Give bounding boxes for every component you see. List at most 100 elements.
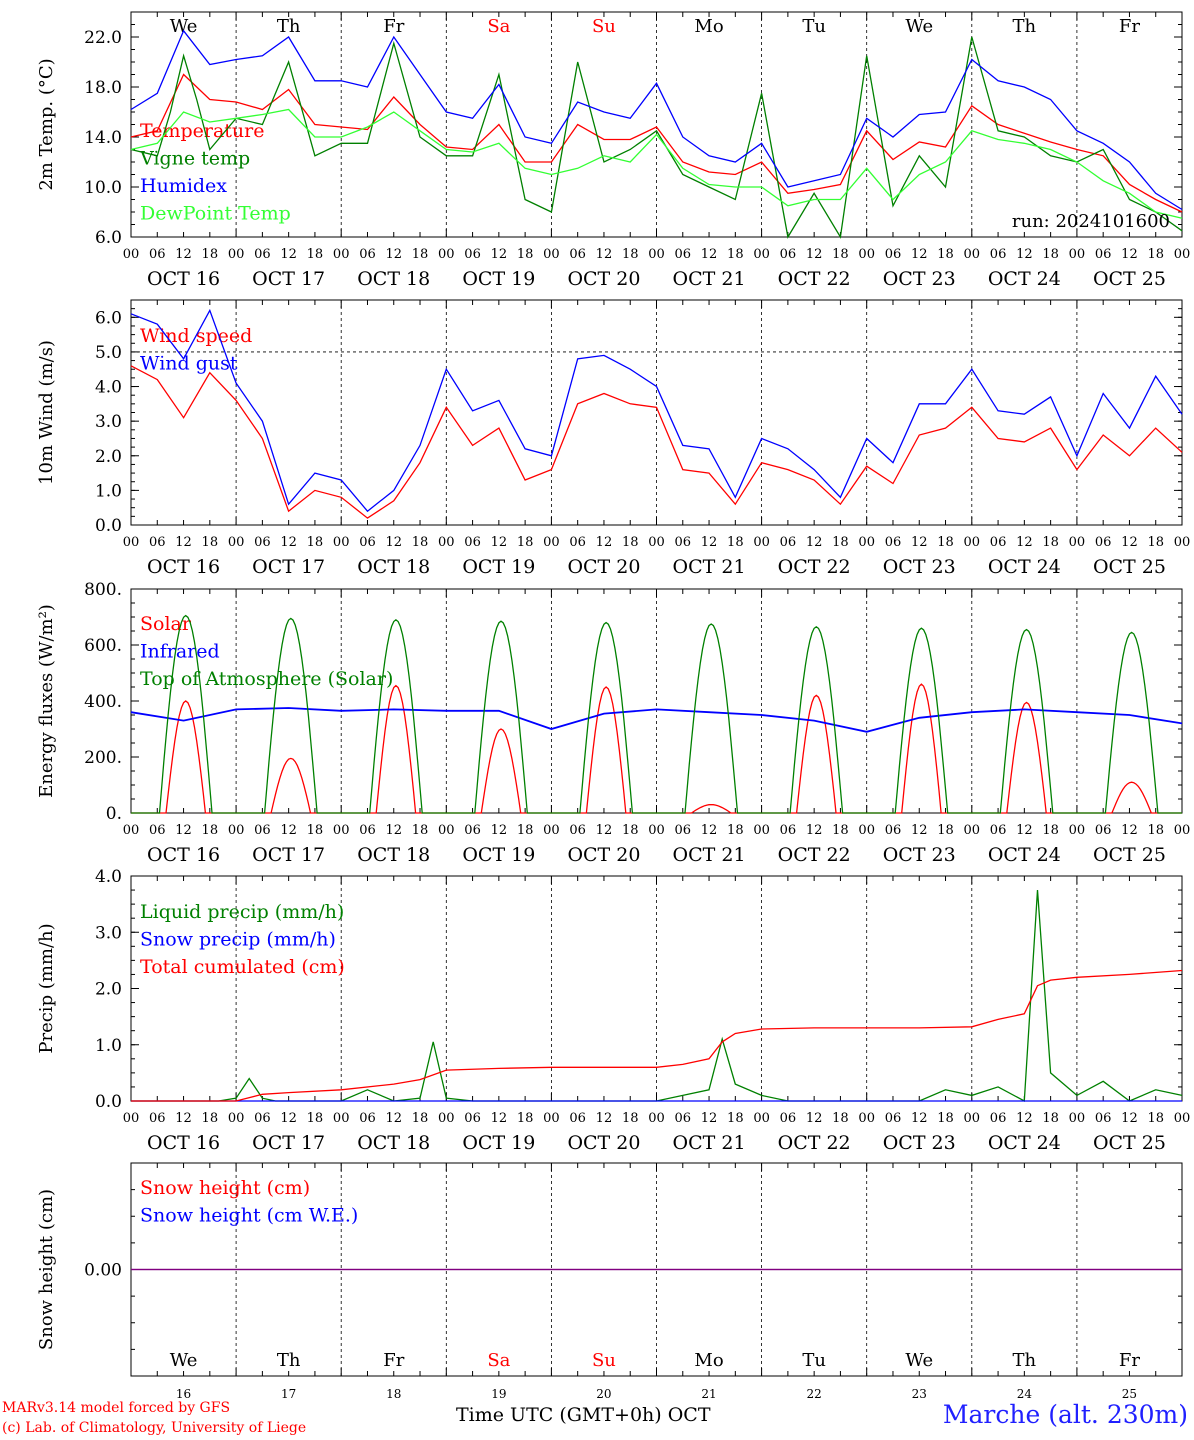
hour-tick-label: 06 bbox=[359, 247, 376, 262]
hour-tick-label: 00 bbox=[123, 1111, 140, 1126]
date-label: OCT 24 bbox=[988, 556, 1061, 578]
hour-tick-label: 12 bbox=[596, 247, 613, 262]
hour-tick-label: 18 bbox=[727, 823, 744, 838]
series-line-humidex bbox=[130, 29, 1183, 211]
hour-tick-label: 18 bbox=[832, 823, 849, 838]
hour-tick-label: 18 bbox=[307, 247, 324, 262]
hour-tick-label: 12 bbox=[596, 823, 613, 838]
hour-tick-label: 18 bbox=[412, 535, 429, 550]
hour-tick-label: 00 bbox=[543, 823, 560, 838]
series-line-temperature bbox=[130, 73, 1183, 213]
hour-tick-label: 00 bbox=[648, 535, 665, 550]
y-tick-label: 0.0 bbox=[95, 1092, 122, 1112]
hour-tick-label: 00 bbox=[648, 1111, 665, 1126]
date-label: OCT 22 bbox=[778, 1132, 851, 1154]
day-name-label: Tu bbox=[802, 16, 826, 37]
date-label: OCT 17 bbox=[252, 556, 325, 578]
date-label: OCT 20 bbox=[567, 268, 640, 290]
y-axis-label: Precip (mm/h) bbox=[36, 923, 57, 1053]
y-tick-label: 1.0 bbox=[95, 1036, 122, 1056]
hour-tick-label: 12 bbox=[385, 823, 402, 838]
hour-tick-label: 12 bbox=[280, 247, 297, 262]
panel-frame-3 bbox=[130, 588, 1183, 814]
hour-tick-label: 06 bbox=[675, 247, 692, 262]
hour-tick-label: 12 bbox=[175, 1111, 192, 1126]
hour-tick-label: 06 bbox=[1095, 823, 1112, 838]
y-tick-label: 0.00 bbox=[84, 1261, 122, 1281]
legend-entry: Liquid precip (mm/h) bbox=[140, 901, 344, 923]
hour-tick-label: 06 bbox=[149, 823, 166, 838]
date-label: OCT 18 bbox=[357, 556, 430, 578]
hour-tick-label: 18 bbox=[202, 535, 219, 550]
hour-tick-label: 12 bbox=[1121, 535, 1138, 550]
hour-tick-label: 18 bbox=[1042, 535, 1059, 550]
hour-tick-label: 06 bbox=[780, 535, 797, 550]
hour-tick-label: 12 bbox=[491, 1111, 508, 1126]
hour-tick-label: 06 bbox=[464, 1111, 481, 1126]
hour-tick-label: 18 bbox=[517, 823, 534, 838]
hour-tick-label: 00 bbox=[333, 247, 350, 262]
date-label: OCT 17 bbox=[252, 1132, 325, 1154]
date-label: OCT 19 bbox=[462, 268, 535, 290]
y-tick-label: 18.0 bbox=[84, 78, 122, 98]
y-axis-label: 10m Wind (m/s) bbox=[36, 340, 57, 485]
hour-tick-label: 12 bbox=[280, 823, 297, 838]
date-label: OCT 24 bbox=[988, 844, 1061, 866]
hour-tick-label: 00 bbox=[543, 247, 560, 262]
hour-tick-label: 18 bbox=[622, 247, 639, 262]
day-number-label: 19 bbox=[491, 1387, 506, 1401]
y-tick-label: 0.0 bbox=[95, 516, 122, 536]
hour-tick-label: 00 bbox=[123, 535, 140, 550]
hour-tick-label: 00 bbox=[438, 823, 455, 838]
hour-tick-label: 00 bbox=[964, 823, 981, 838]
date-label: OCT 21 bbox=[673, 556, 746, 578]
legend-entry: Wind gust bbox=[140, 353, 238, 375]
day-number-label: 25 bbox=[1122, 1387, 1137, 1401]
hour-tick-label: 12 bbox=[491, 823, 508, 838]
hour-tick-label: 00 bbox=[858, 1111, 875, 1126]
date-label: OCT 19 bbox=[462, 844, 535, 866]
hour-tick-label: 12 bbox=[175, 247, 192, 262]
hour-tick-label: 12 bbox=[701, 1111, 718, 1126]
day-name-label: Fr bbox=[383, 1350, 404, 1371]
hour-tick-label: 18 bbox=[727, 535, 744, 550]
day-number-label: 21 bbox=[701, 1387, 716, 1401]
date-label: OCT 24 bbox=[988, 1132, 1061, 1154]
hour-tick-label: 12 bbox=[701, 535, 718, 550]
legend-entry: Snow height (cm W.E.) bbox=[140, 1205, 358, 1227]
day-name-label: Su bbox=[592, 1350, 616, 1371]
date-label: OCT 22 bbox=[778, 556, 851, 578]
hour-tick-label: 18 bbox=[937, 823, 954, 838]
hour-tick-label: 00 bbox=[123, 247, 140, 262]
day-name-label: We bbox=[905, 16, 933, 37]
y-tick-label: 22.0 bbox=[84, 28, 122, 48]
hour-tick-label: 00 bbox=[858, 247, 875, 262]
hour-tick-label: 18 bbox=[202, 1111, 219, 1126]
hour-tick-label: 00 bbox=[1174, 1111, 1191, 1126]
hour-tick-label: 18 bbox=[727, 1111, 744, 1126]
hour-tick-label: 12 bbox=[1016, 535, 1033, 550]
date-label: OCT 23 bbox=[883, 844, 956, 866]
hour-tick-label: 06 bbox=[359, 535, 376, 550]
hour-tick-label: 00 bbox=[228, 1111, 245, 1126]
date-label: OCT 21 bbox=[673, 844, 746, 866]
day-name-label: We bbox=[905, 1350, 933, 1371]
date-label: OCT 18 bbox=[357, 844, 430, 866]
date-label: OCT 21 bbox=[673, 1132, 746, 1154]
hour-tick-label: 00 bbox=[1069, 1111, 1086, 1126]
hour-tick-label: 06 bbox=[254, 247, 271, 262]
date-label: OCT 17 bbox=[252, 268, 325, 290]
series-line-wind-gust bbox=[130, 308, 1183, 513]
legend-entry: Total cumulated (cm) bbox=[140, 956, 345, 978]
hour-tick-label: 12 bbox=[911, 1111, 928, 1126]
hour-tick-label: 00 bbox=[1069, 535, 1086, 550]
y-tick-label: 6.0 bbox=[95, 308, 122, 328]
hour-tick-label: 06 bbox=[990, 247, 1007, 262]
date-label: OCT 16 bbox=[147, 556, 220, 578]
hour-tick-label: 12 bbox=[596, 1111, 613, 1126]
hour-tick-label: 06 bbox=[675, 535, 692, 550]
hour-tick-label: 00 bbox=[228, 535, 245, 550]
hour-tick-label: 00 bbox=[858, 823, 875, 838]
hour-tick-label: 06 bbox=[675, 823, 692, 838]
y-axis-label: 2m Temp. (°C) bbox=[36, 58, 57, 190]
